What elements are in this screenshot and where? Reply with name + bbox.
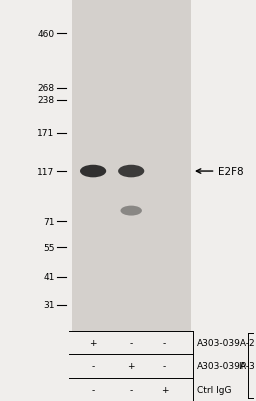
Ellipse shape xyxy=(80,165,106,178)
Text: 31: 31 xyxy=(43,301,55,310)
Text: -: - xyxy=(91,361,95,371)
Text: A303-039A-2: A303-039A-2 xyxy=(197,338,256,347)
Text: +: + xyxy=(89,338,97,347)
Text: -: - xyxy=(91,385,95,394)
Text: 171: 171 xyxy=(37,129,55,138)
Text: -: - xyxy=(163,361,166,371)
Text: 41: 41 xyxy=(43,273,55,282)
Text: A303-039A-3: A303-039A-3 xyxy=(197,361,256,371)
Text: 238: 238 xyxy=(37,96,55,105)
Text: 460: 460 xyxy=(37,30,55,38)
Ellipse shape xyxy=(118,165,144,178)
Text: 71: 71 xyxy=(43,217,55,226)
Text: Ctrl IgG: Ctrl IgG xyxy=(197,385,232,394)
Text: +: + xyxy=(161,385,168,394)
Ellipse shape xyxy=(121,206,142,216)
Text: 55: 55 xyxy=(43,243,55,252)
Text: -: - xyxy=(163,338,166,347)
Text: IP: IP xyxy=(238,361,246,371)
Text: -: - xyxy=(130,338,133,347)
Text: 117: 117 xyxy=(37,167,55,176)
Text: -: - xyxy=(130,385,133,394)
Text: 268: 268 xyxy=(37,84,55,93)
Text: +: + xyxy=(127,361,135,371)
Text: E2F8: E2F8 xyxy=(218,167,244,176)
